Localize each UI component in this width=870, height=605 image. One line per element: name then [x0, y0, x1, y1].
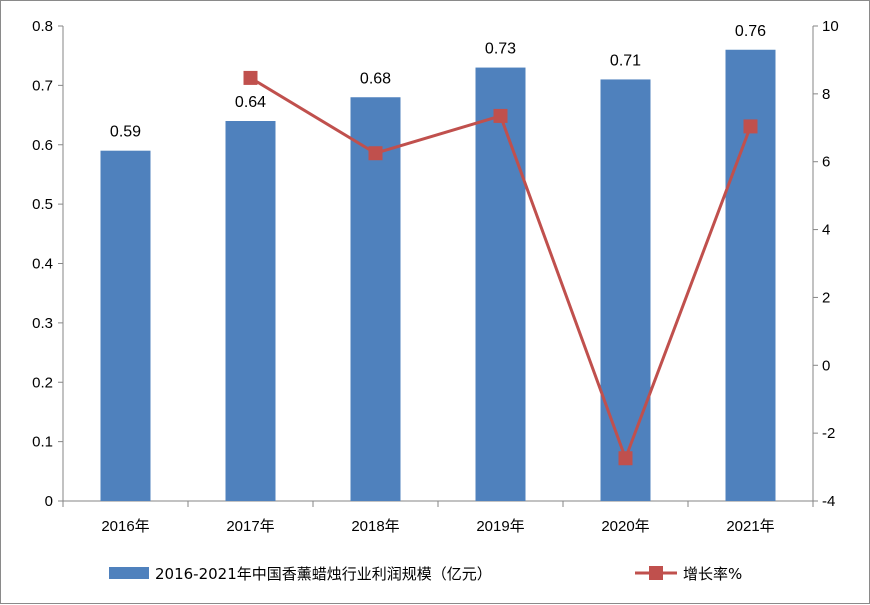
- y-right-tick-label: 6: [822, 154, 830, 171]
- bar-data-label: 0.59: [110, 124, 141, 141]
- bar: [225, 121, 276, 501]
- line-marker: [618, 451, 633, 466]
- legend-swatch-bar: [109, 567, 149, 579]
- line-series: [243, 70, 758, 466]
- bar: [725, 49, 776, 501]
- x-tick-label: 2018年: [351, 518, 399, 535]
- bar: [475, 67, 526, 501]
- y-left-tick-label: 0.7: [32, 77, 53, 94]
- line-marker: [493, 108, 508, 123]
- bar-data-label: 0.64: [235, 94, 266, 111]
- y-left-tick-label: 0.6: [32, 137, 53, 154]
- y-right-tick-label: 8: [822, 86, 830, 103]
- y-left-tick-label: 0.3: [32, 315, 53, 332]
- legend: 2016-2021年中国香薰蜡烛行业利润规模（亿元） 增长率%: [109, 565, 742, 583]
- line-marker: [243, 70, 258, 85]
- y-right-tick-label: 10: [822, 18, 839, 35]
- y-right-tick-label: -2: [822, 425, 835, 442]
- y-left-tick-label: 0.4: [32, 256, 53, 273]
- legend-marker: [649, 566, 663, 580]
- bar-data-label: 0.71: [610, 52, 641, 69]
- bar: [350, 97, 401, 501]
- bar-data-label: 0.73: [485, 41, 516, 58]
- bar-data-label: 0.68: [360, 70, 391, 87]
- x-tick-label: 2016年: [101, 518, 149, 535]
- y-right-tick-label: 2: [822, 289, 830, 306]
- bar-series: [100, 49, 776, 501]
- bar: [100, 150, 151, 501]
- y-left-tick-label: 0.2: [32, 374, 53, 391]
- x-tick-label: 2019年: [476, 518, 524, 535]
- bar-data-label: 0.76: [735, 23, 766, 40]
- bar: [600, 79, 651, 501]
- y-left-tick-label: 0.8: [32, 18, 53, 35]
- y-right-tick-label: -4: [822, 493, 835, 510]
- line-marker: [368, 146, 383, 161]
- x-tick-label: 2017年: [226, 518, 274, 535]
- y-left-tick-label: 0: [45, 493, 53, 510]
- line-marker: [743, 119, 758, 134]
- legend-label-line: 增长率%: [683, 565, 742, 583]
- bar-data-labels: 0.59 0.64 0.68 0.73 0.71 0.76: [110, 23, 766, 141]
- y-right-tick-label: 0: [822, 357, 830, 374]
- y-left-tick-label: 0.1: [32, 434, 53, 451]
- y-left-tick-label: 0.5: [32, 196, 53, 213]
- legend-label-bar: 2016-2021年中国香薰蜡烛行业利润规模（亿元）: [155, 565, 492, 583]
- y-right-tick-label: 4: [822, 222, 830, 239]
- x-tick-label: 2020年: [601, 518, 649, 535]
- axes: 0 0.1 0.2 0.3 0.4 0.5 0.6 0.7 0.8 -4 -2 0 2 4 6 8 10 2016…: [32, 18, 839, 535]
- x-tick-label: 2021年: [726, 518, 774, 535]
